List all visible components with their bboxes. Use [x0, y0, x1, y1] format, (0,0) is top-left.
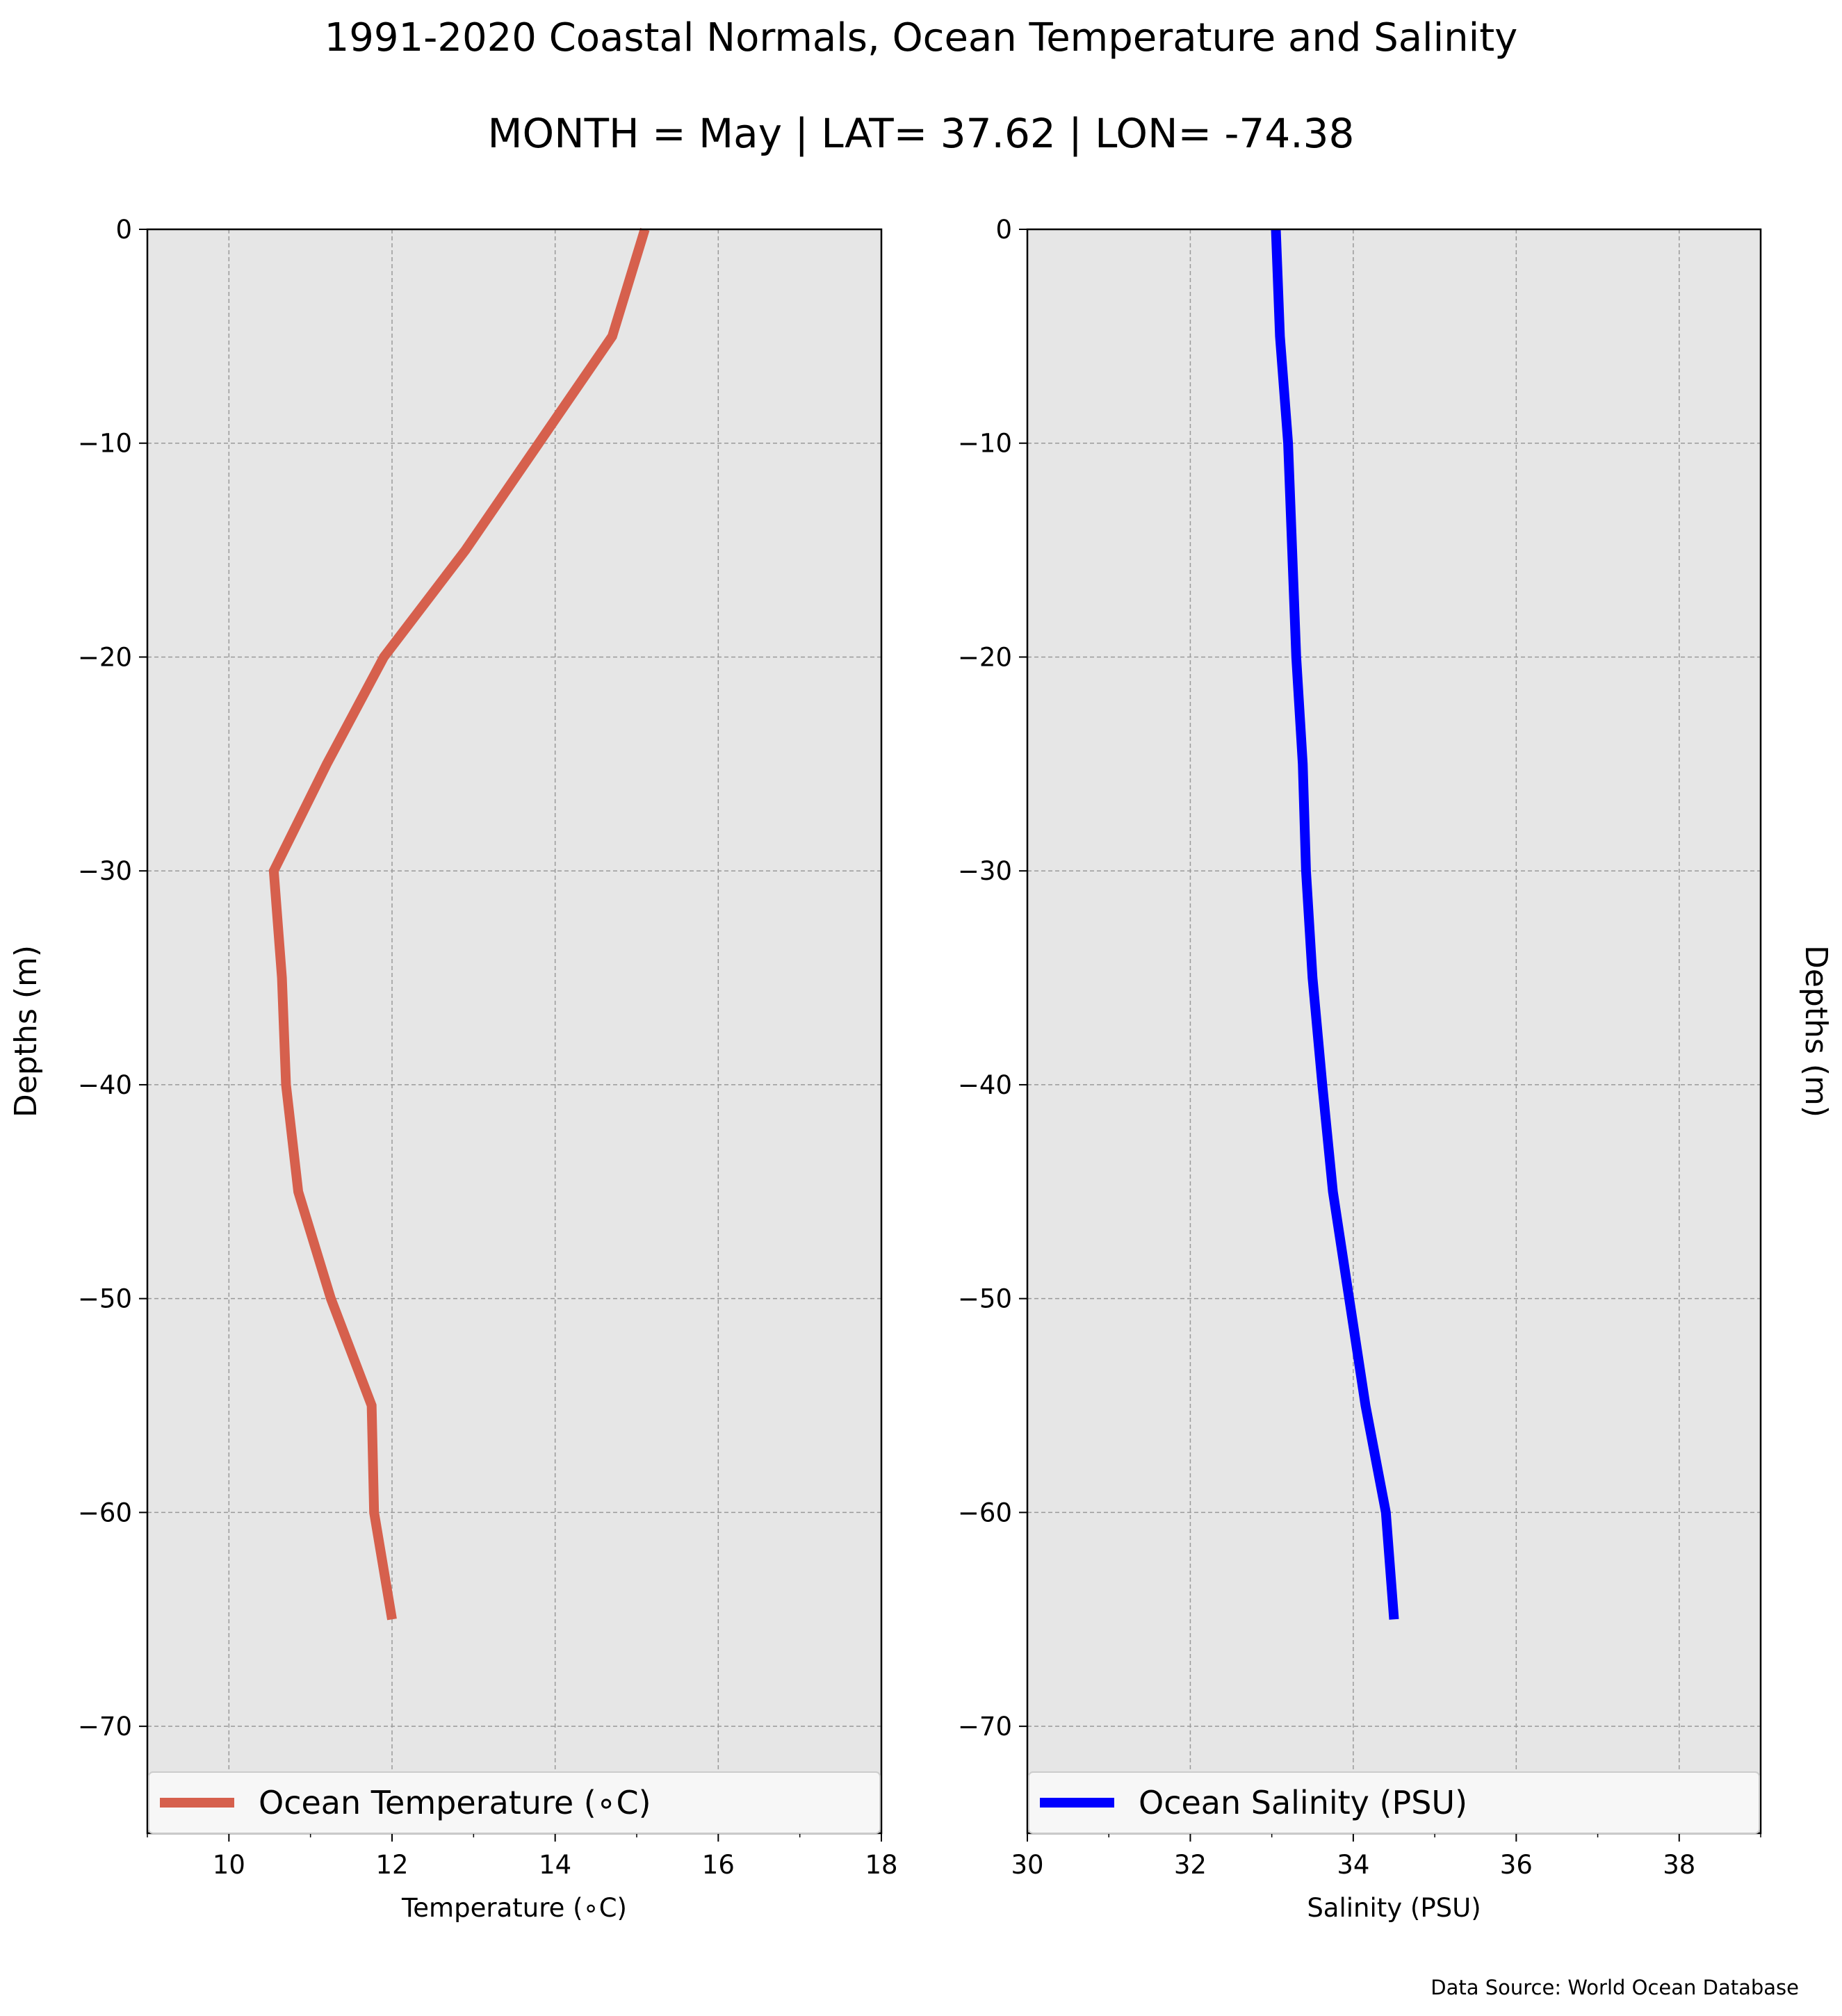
temperature-x-tick-label: 14: [539, 1850, 571, 1880]
temperature-y-tick-label: −70: [78, 1712, 132, 1742]
temperature-legend-label: Ocean Temperature (∘C): [259, 1784, 651, 1821]
temperature-y-tick-label: −40: [78, 1070, 132, 1100]
salinity-x-tick-label: 38: [1663, 1850, 1695, 1880]
salinity-y-tick-label: 0: [995, 215, 1012, 245]
salinity-x-axis-label: Salinity (PSU): [1307, 1893, 1481, 1923]
temperature-plot-area: [147, 229, 881, 1833]
temperature-legend-box: [148, 1771, 881, 1834]
chart-subtitle: MONTH = May | LAT= 37.62 | LON= -74.38: [487, 110, 1355, 157]
salinity-y-tick-label: −10: [958, 429, 1012, 459]
salinity-legend-box: [1028, 1771, 1760, 1834]
temperature-y-tick-label: −50: [78, 1284, 132, 1314]
chart-title: 1991-2020 Coastal Normals, Ocean Tempera…: [324, 15, 1518, 60]
temperature-x-tick-label: 16: [702, 1850, 735, 1880]
temperature-panel: 10 12 14 16 18 0 −10 −20 −30 −40 −50 −60 −70 Ocean Te…: [8, 215, 898, 1923]
temperature-y-axis-label: Depths (m): [8, 945, 44, 1117]
salinity-x-tick-label: 36: [1500, 1850, 1533, 1880]
salinity-y-tick-label: −30: [958, 856, 1012, 886]
temperature-y-tick-label: −10: [78, 429, 132, 459]
data-source-note: Data Source: World Ocean Database: [1431, 1976, 1799, 1999]
salinity-panel: 30 32 34 36 38 0 −10 −20 −30 −40 −50 −60 −70 Ocean Sa…: [958, 215, 1834, 1923]
temperature-x-tick-label: 18: [865, 1850, 897, 1880]
salinity-x-tick-label: 30: [1011, 1850, 1043, 1880]
temperature-series-line: [268, 227, 650, 1621]
salinity-x-tick-label: 32: [1174, 1850, 1207, 1880]
temperature-y-tick-label: 0: [115, 215, 132, 245]
salinity-y-tick-label: −20: [958, 642, 1012, 672]
temperature-x-axis-label: Temperature (∘C): [401, 1893, 627, 1923]
temperature-x-tick-label: 12: [375, 1850, 408, 1880]
salinity-x-tick-label: 34: [1337, 1850, 1369, 1880]
salinity-y-tick-label: −70: [958, 1712, 1012, 1742]
salinity-y-tick-label: −40: [958, 1070, 1012, 1100]
temperature-y-tick-label: −60: [78, 1498, 132, 1527]
temperature-y-tick-label: −30: [78, 856, 132, 886]
salinity-y-tick-label: −50: [958, 1284, 1012, 1314]
salinity-legend-label: Ocean Salinity (PSU): [1139, 1784, 1467, 1821]
temperature-y-tick-label: −20: [78, 642, 132, 672]
salinity-series-line: [1271, 229, 1399, 1620]
salinity-y-tick-label: −60: [958, 1498, 1012, 1527]
salinity-y-axis-label: Depths (m): [1798, 945, 1834, 1117]
temperature-x-tick-label: 10: [213, 1850, 245, 1880]
